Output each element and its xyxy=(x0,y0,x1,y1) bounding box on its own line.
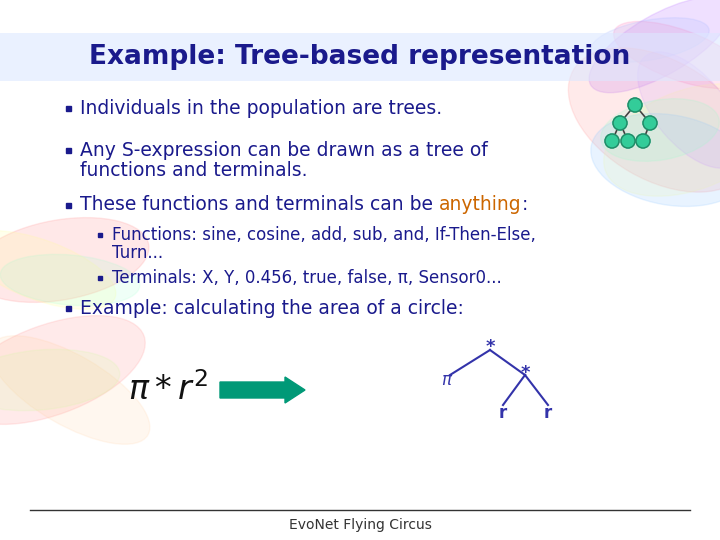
Ellipse shape xyxy=(638,52,720,168)
Text: r: r xyxy=(544,404,552,422)
Text: Terminals: X, Y, 0.456, true, false, π, Sensor0...: Terminals: X, Y, 0.456, true, false, π, … xyxy=(112,269,502,287)
Circle shape xyxy=(613,116,627,130)
Bar xyxy=(66,202,71,207)
Text: Example: calculating the area of a circle:: Example: calculating the area of a circl… xyxy=(80,299,464,318)
Circle shape xyxy=(621,134,635,148)
Ellipse shape xyxy=(0,254,140,306)
FancyArrow shape xyxy=(220,377,305,403)
Text: Functions: sine, cosine, add, sub, and, If-Then-Else,: Functions: sine, cosine, add, sub, and, … xyxy=(112,226,536,244)
Bar xyxy=(98,233,102,237)
Bar xyxy=(98,276,102,280)
Ellipse shape xyxy=(591,113,720,206)
Bar xyxy=(66,147,71,152)
Text: *: * xyxy=(485,338,495,356)
Circle shape xyxy=(628,98,642,112)
Bar xyxy=(66,306,71,310)
Ellipse shape xyxy=(613,22,720,89)
Text: r: r xyxy=(499,404,507,422)
Text: Individuals in the population are trees.: Individuals in the population are trees. xyxy=(80,98,442,118)
Ellipse shape xyxy=(568,48,720,192)
Ellipse shape xyxy=(0,349,120,411)
Text: EvoNet Flying Circus: EvoNet Flying Circus xyxy=(289,518,431,532)
Text: :: : xyxy=(521,195,528,214)
Ellipse shape xyxy=(591,18,709,62)
Bar xyxy=(66,105,71,111)
Text: $\pi * r^2$: $\pi * r^2$ xyxy=(128,373,208,407)
Text: These functions and terminals can be: These functions and terminals can be xyxy=(80,195,439,214)
Text: Any S-expression can be drawn as a tree of: Any S-expression can be drawn as a tree … xyxy=(80,140,487,159)
Text: *: * xyxy=(521,364,530,382)
Text: anything: anything xyxy=(439,195,521,214)
Circle shape xyxy=(636,134,650,148)
Ellipse shape xyxy=(0,336,150,444)
Circle shape xyxy=(643,116,657,130)
Text: Turn...: Turn... xyxy=(112,244,163,262)
Text: functions and terminals.: functions and terminals. xyxy=(80,160,307,179)
Ellipse shape xyxy=(0,231,116,309)
Text: Example: Tree-based representation: Example: Tree-based representation xyxy=(89,44,631,70)
Circle shape xyxy=(605,134,619,148)
Text: $\pi$: $\pi$ xyxy=(441,371,453,389)
Ellipse shape xyxy=(0,315,145,424)
Ellipse shape xyxy=(589,0,720,93)
Ellipse shape xyxy=(600,99,719,161)
FancyBboxPatch shape xyxy=(0,33,720,81)
Ellipse shape xyxy=(0,218,149,302)
Ellipse shape xyxy=(603,84,720,196)
